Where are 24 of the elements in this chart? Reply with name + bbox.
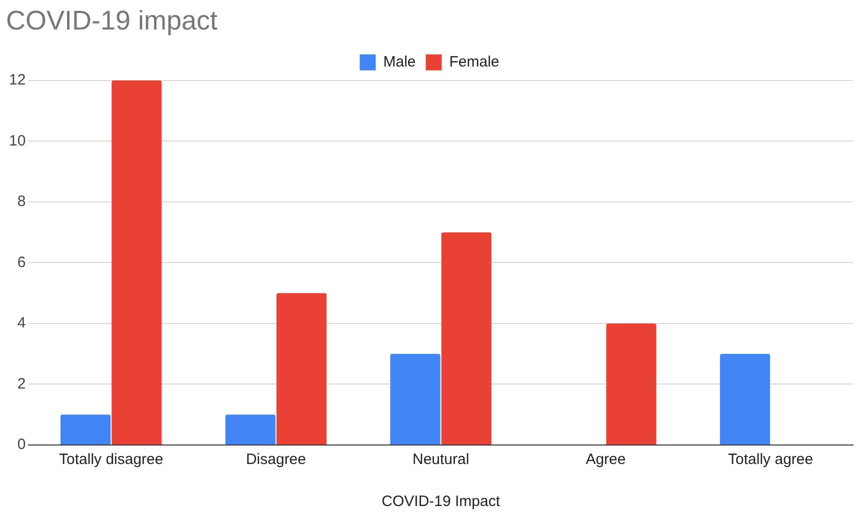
x-axis-title: COVID-19 Impact — [382, 493, 501, 510]
y-tick-label: 8 — [17, 193, 26, 210]
bar — [720, 354, 770, 444]
x-tick-label: Agree — [586, 451, 626, 468]
bar — [60, 414, 111, 444]
bar — [441, 232, 492, 444]
x-tick-label: Disagree — [246, 451, 306, 468]
y-tick-label: 6 — [17, 254, 26, 271]
x-tick-label: Totally agree — [728, 451, 814, 468]
y-tick-label: 10 — [8, 132, 26, 150]
x-tick-label: Totally disagree — [59, 451, 164, 468]
y-tick-label: 12 — [8, 72, 26, 89]
bar — [225, 414, 276, 444]
legend-label: Male — [383, 54, 416, 71]
bar — [606, 323, 656, 444]
chart-title: COVID-19 impact — [6, 6, 218, 36]
bar — [390, 354, 440, 444]
x-tick-label: Neutural — [412, 451, 470, 468]
y-tick-label: 4 — [17, 314, 26, 332]
legend-label: Female — [449, 54, 500, 71]
bar — [276, 293, 327, 444]
y-tick-label: 0 — [17, 436, 26, 454]
y-tick-label: 2 — [17, 375, 26, 392]
bar — [112, 80, 162, 444]
